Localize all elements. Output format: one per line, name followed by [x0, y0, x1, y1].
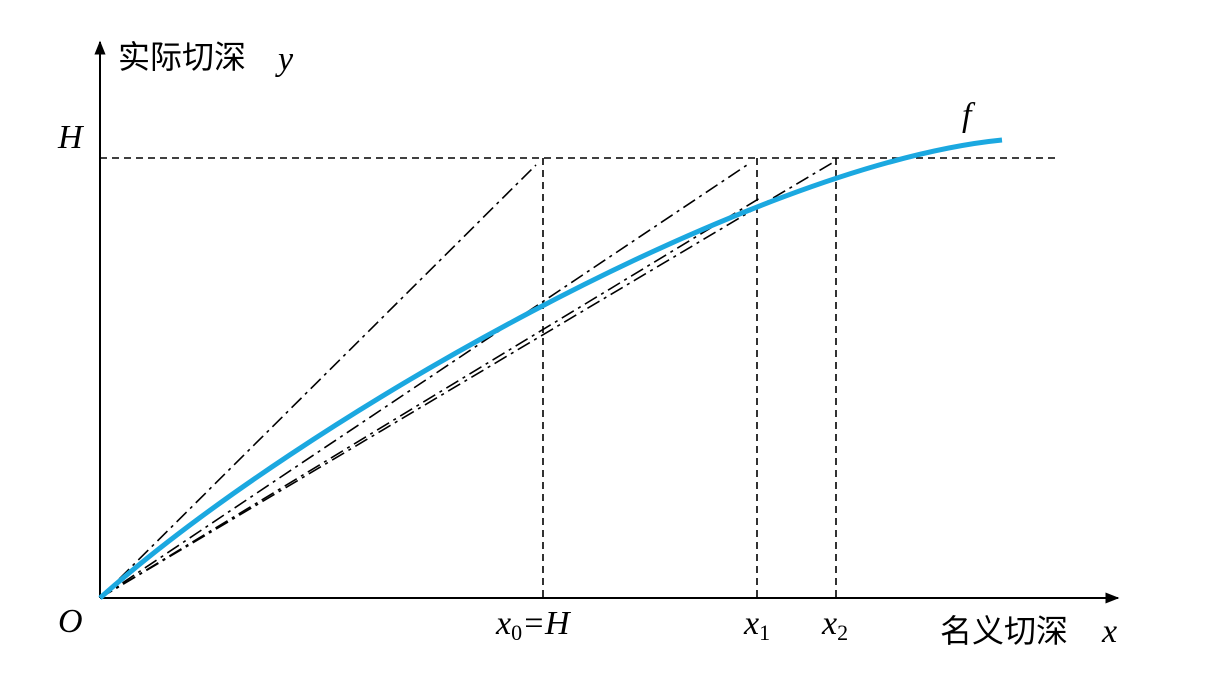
x2-sub: 2	[837, 620, 848, 645]
x2-var: x	[821, 605, 837, 642]
h-label: H	[57, 119, 85, 156]
chord-line	[99, 162, 833, 599]
chord-line	[99, 162, 751, 599]
x1-label: x1	[743, 605, 770, 645]
chord-line	[99, 197, 761, 599]
origin-label: O	[58, 603, 83, 640]
y-axis-label: 实际切深	[118, 38, 246, 76]
x2-label: x2	[821, 605, 848, 645]
y-axis-var: y	[275, 41, 294, 78]
x0-suffix: =H	[522, 605, 572, 642]
x0-label: x0=H	[495, 605, 572, 645]
curve-f	[98, 137, 1003, 600]
x0-var: x	[495, 605, 511, 642]
x0-sub: 0	[511, 620, 522, 645]
curve-label: f	[962, 97, 976, 134]
x-axis-var: x	[1101, 613, 1117, 650]
x1-sub: 1	[759, 620, 770, 645]
x1-var: x	[743, 605, 759, 642]
chord-line	[99, 164, 537, 599]
x-axis-label: 名义切深	[940, 612, 1068, 650]
